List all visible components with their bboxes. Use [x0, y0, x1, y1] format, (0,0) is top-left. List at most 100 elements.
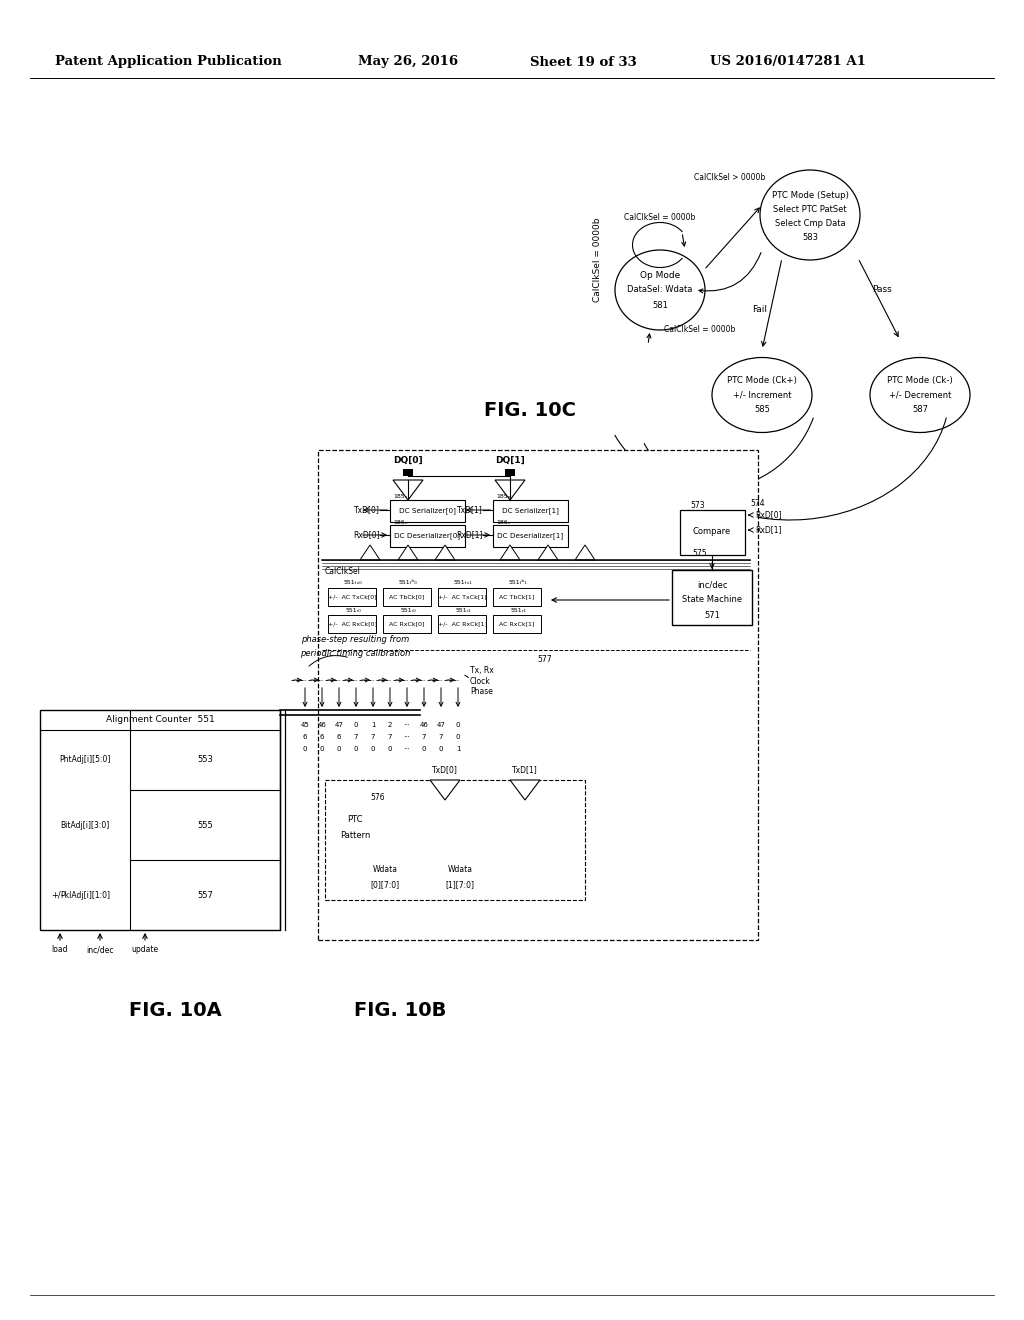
- Bar: [403, 469, 413, 477]
- Text: 7: 7: [388, 734, 392, 741]
- Text: load: load: [52, 945, 69, 954]
- Bar: [680, 510, 745, 554]
- Bar: [672, 570, 752, 624]
- Text: ···: ···: [403, 746, 411, 752]
- Text: 45: 45: [301, 722, 309, 729]
- Text: 0: 0: [438, 746, 443, 752]
- Text: Alignment Counter  551: Alignment Counter 551: [105, 715, 214, 725]
- Polygon shape: [398, 545, 418, 560]
- Text: 46: 46: [420, 722, 428, 729]
- Text: FIG. 10A: FIG. 10A: [129, 1001, 221, 1019]
- Text: Pass: Pass: [872, 285, 892, 294]
- Text: 574: 574: [751, 499, 765, 507]
- Text: AC TbCk[1]: AC TbCk[1]: [500, 594, 535, 599]
- Text: Select Cmp Data: Select Cmp Data: [775, 219, 846, 228]
- Text: update: update: [131, 945, 159, 954]
- Text: 573: 573: [690, 500, 706, 510]
- Bar: [438, 587, 486, 606]
- Bar: [493, 525, 568, 546]
- Polygon shape: [538, 545, 558, 560]
- Text: TxD[1]: TxD[1]: [458, 506, 483, 515]
- Bar: [390, 525, 465, 546]
- Text: Tx, Rx: Tx, Rx: [470, 665, 494, 675]
- Text: 581: 581: [652, 301, 668, 309]
- Text: 7: 7: [438, 734, 443, 741]
- Bar: [318, 450, 758, 940]
- Text: Wdata: Wdata: [373, 866, 397, 874]
- Text: inc/dec: inc/dec: [696, 581, 727, 590]
- Text: 185ₙ: 185ₙ: [496, 495, 510, 499]
- Text: ···: ···: [403, 722, 411, 729]
- Text: PkIAdj[i][1:0]: PkIAdj[i][1:0]: [60, 891, 110, 899]
- Text: TxD[0]: TxD[0]: [432, 766, 458, 775]
- Bar: [40, 710, 280, 931]
- Text: DC Serializer[1]: DC Serializer[1]: [502, 508, 558, 515]
- Bar: [493, 587, 541, 606]
- Text: 575: 575: [692, 549, 708, 557]
- Text: 0: 0: [353, 746, 358, 752]
- Text: +/- Increment: +/- Increment: [733, 391, 792, 400]
- Polygon shape: [510, 780, 540, 800]
- Text: Select PTC PatSet: Select PTC PatSet: [773, 206, 847, 214]
- Text: ···: ···: [403, 734, 411, 741]
- Text: 0: 0: [337, 746, 341, 752]
- Text: 1: 1: [371, 722, 375, 729]
- Text: AC RxCk[0]: AC RxCk[0]: [389, 622, 425, 627]
- Text: 551ᵣ₀: 551ᵣ₀: [345, 607, 360, 612]
- Bar: [328, 587, 376, 606]
- Text: 6: 6: [337, 734, 341, 741]
- Text: 583: 583: [802, 234, 818, 243]
- Ellipse shape: [870, 358, 970, 433]
- Text: 551ᵣ₁: 551ᵣ₁: [510, 607, 526, 612]
- Text: CalClkSel = 0000b: CalClkSel = 0000b: [625, 214, 695, 223]
- Text: PTC: PTC: [347, 816, 362, 825]
- Polygon shape: [393, 480, 423, 500]
- Text: DC Serializer[0]: DC Serializer[0]: [398, 508, 456, 515]
- Text: 47: 47: [436, 722, 445, 729]
- Text: 0: 0: [319, 746, 325, 752]
- Text: 577: 577: [538, 656, 552, 664]
- Bar: [383, 615, 431, 634]
- Text: CalClkSel = 0000b: CalClkSel = 0000b: [665, 326, 735, 334]
- Text: May 26, 2016: May 26, 2016: [358, 55, 458, 69]
- Text: 551ₜₓ₀: 551ₜₓ₀: [344, 581, 362, 586]
- Text: 0: 0: [388, 746, 392, 752]
- Text: 576: 576: [371, 793, 385, 803]
- Ellipse shape: [760, 170, 860, 260]
- Text: AC TbCk[0]: AC TbCk[0]: [389, 594, 425, 599]
- Text: DataSel: Wdata: DataSel: Wdata: [628, 285, 692, 294]
- Text: periodic timing calibration: periodic timing calibration: [300, 648, 411, 657]
- Polygon shape: [360, 545, 380, 560]
- Ellipse shape: [712, 358, 812, 433]
- Text: DC Deserializer[0]: DC Deserializer[0]: [394, 533, 460, 540]
- Text: 0: 0: [353, 722, 358, 729]
- Text: State Machine: State Machine: [682, 595, 742, 605]
- Text: 0: 0: [303, 746, 307, 752]
- Text: Sheet 19 of 33: Sheet 19 of 33: [530, 55, 637, 69]
- Bar: [493, 500, 568, 521]
- Text: 551ₜₓ₁: 551ₜₓ₁: [454, 581, 472, 586]
- Text: inc/dec: inc/dec: [86, 945, 114, 954]
- Polygon shape: [435, 545, 455, 560]
- Text: 557: 557: [197, 891, 213, 899]
- Text: Compare: Compare: [693, 528, 731, 536]
- Text: FIG. 10C: FIG. 10C: [484, 400, 575, 420]
- Text: PhtAdj[i][5:0]: PhtAdj[i][5:0]: [59, 755, 111, 764]
- Text: +/-  AC RxCk[0]: +/- AC RxCk[0]: [328, 622, 377, 627]
- Text: 0: 0: [456, 734, 460, 741]
- Text: 571: 571: [705, 610, 720, 619]
- Text: 6: 6: [303, 734, 307, 741]
- Text: 6: 6: [319, 734, 325, 741]
- Text: 7: 7: [422, 734, 426, 741]
- Text: PTC Mode (Ck+): PTC Mode (Ck+): [727, 375, 797, 384]
- Text: 7: 7: [371, 734, 375, 741]
- Text: PTC Mode (Ck-): PTC Mode (Ck-): [887, 375, 953, 384]
- Text: Patent Application Publication: Patent Application Publication: [55, 55, 282, 69]
- Bar: [328, 615, 376, 634]
- Text: Clock: Clock: [470, 676, 490, 685]
- Text: 7: 7: [353, 734, 358, 741]
- Text: phase-step resulting from: phase-step resulting from: [301, 635, 410, 644]
- Text: Fail: Fail: [753, 305, 768, 314]
- Text: RxD[1]: RxD[1]: [457, 531, 483, 540]
- Text: 0: 0: [371, 746, 375, 752]
